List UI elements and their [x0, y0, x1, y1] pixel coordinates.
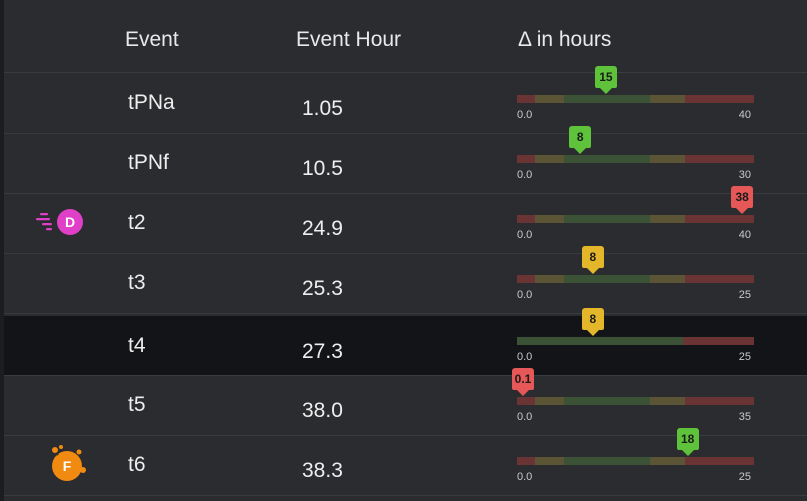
gauge-segment-yellow — [649, 215, 686, 223]
gauge-min-label: 0.0 — [517, 169, 533, 181]
gauge-segment-yellow — [534, 95, 565, 103]
gauge-segment-yellow — [534, 215, 565, 223]
gauge-segment-green — [564, 215, 650, 223]
delta-marker: 18 — [676, 428, 699, 450]
gauge-segment-yellow — [649, 275, 686, 283]
gauge-segment-red — [517, 215, 535, 223]
gauge-max-label: 25 — [738, 471, 751, 483]
table-row[interactable]: tPNa 1.05 0.0 40 15 — [4, 66, 807, 134]
gauge-segment-red — [517, 95, 535, 103]
gauge-segment-green — [564, 155, 650, 163]
column-header-event-hour[interactable]: Event Hour — [296, 28, 402, 51]
gauge-segment-red — [685, 95, 754, 103]
gauge-track — [517, 337, 754, 345]
event-name: t6 — [128, 453, 146, 476]
gauge-max-label: 25 — [738, 289, 751, 301]
event-hour-value: 10.5 — [302, 157, 343, 180]
event-hour-value: 27.3 — [302, 340, 343, 363]
gauge-segment-green — [564, 457, 650, 465]
gauge-min-label: 0.0 — [517, 289, 533, 301]
gauge-min-label: 0.0 — [517, 109, 533, 121]
gauge-max-label: 40 — [738, 109, 751, 121]
gauge-min-label: 0.0 — [517, 351, 533, 363]
gauge-segment-green — [564, 397, 650, 405]
event-hour-value: 38.0 — [302, 399, 343, 422]
gauge-segment-yellow — [534, 275, 565, 283]
table-row[interactable]: t4 27.3 0.0 25 8 — [4, 308, 807, 376]
event-hour-value: 25.3 — [302, 277, 343, 300]
column-header-delta[interactable]: Δ in hours — [518, 28, 612, 51]
gauge-segment-red — [517, 275, 535, 283]
gauge-track — [517, 155, 754, 163]
gauge-min-label: 0.0 — [517, 229, 533, 241]
delta-gauge: 0.0 30 8 — [517, 126, 754, 191]
event-name: t4 — [128, 334, 146, 357]
event-hour-value: 1.05 — [302, 97, 343, 120]
gauge-segment-red — [517, 155, 535, 163]
gauge-max-label: 30 — [738, 169, 751, 181]
gauge-track — [517, 95, 754, 103]
gauge-segment-red — [685, 215, 754, 223]
gauge-segment-yellow — [649, 397, 686, 405]
gauge-segment-green — [564, 95, 650, 103]
gauge-max-label: 40 — [738, 229, 751, 241]
event-hour-value: 24.9 — [302, 217, 343, 240]
delta-gauge: 0.0 25 18 — [517, 428, 754, 493]
svg-text:D: D — [65, 214, 75, 230]
gauge-segment-yellow — [649, 457, 686, 465]
delta-gauge: 0.0 25 8 — [517, 246, 754, 311]
gauge-track — [517, 215, 754, 223]
gauge-segment-yellow — [534, 397, 565, 405]
table-row[interactable]: t5 38.0 0.0 35 0.1 — [4, 368, 807, 436]
gauge-segment-yellow — [649, 155, 686, 163]
delta-gauge: 0.0 25 8 — [517, 308, 754, 373]
column-header-event[interactable]: Event — [125, 28, 179, 51]
gauge-segment-green — [564, 275, 650, 283]
delta-gauge: 0.0 35 0.1 — [512, 368, 754, 433]
gauge-min-label: 0.0 — [517, 411, 533, 423]
delta-marker: 0.1 — [512, 368, 534, 390]
delta-marker: 38 — [731, 186, 754, 208]
table-row[interactable]: tPNf 10.5 0.0 30 8 — [4, 126, 807, 194]
event-name: t2 — [128, 211, 146, 234]
delta-marker: 8 — [569, 126, 592, 148]
gauge-segment-red — [685, 457, 754, 465]
gauge-segment-red — [682, 337, 754, 345]
gauge-max-label: 35 — [738, 411, 751, 423]
table-header: Event Event Hour Δ in hours — [4, 0, 807, 73]
delta-marker: 8 — [581, 308, 604, 330]
event-name: t3 — [128, 271, 146, 294]
speed-d-badge-icon: D — [36, 207, 92, 242]
gauge-segment-yellow — [534, 457, 565, 465]
event-hour-value: 38.3 — [302, 459, 343, 482]
event-name: tPNa — [128, 91, 175, 114]
svg-text:F: F — [63, 458, 72, 474]
gauge-min-label: 0.0 — [517, 471, 533, 483]
event-name: t5 — [128, 393, 146, 416]
gauge-segment-green — [517, 337, 683, 345]
gauge-segment-yellow — [534, 155, 565, 163]
gauge-segment-red — [685, 397, 754, 405]
gauge-segment-red — [517, 457, 535, 465]
delta-marker: 15 — [594, 66, 617, 88]
gauge-track — [517, 275, 754, 283]
gauge-segment-yellow — [649, 95, 686, 103]
gauge-segment-red — [685, 155, 754, 163]
gauge-segment-red — [517, 397, 535, 405]
fragment-f-badge-icon: F — [49, 444, 89, 489]
table-row[interactable]: t3 25.3 0.0 25 8 — [4, 246, 807, 314]
gauge-track — [517, 397, 754, 405]
gauge-max-label: 25 — [738, 351, 751, 363]
delta-gauge: 0.0 40 15 — [517, 66, 754, 131]
event-table: Event Event Hour Δ in hours tPNa 1.05 0.0 4… — [4, 0, 807, 501]
delta-gauge: 0.0 40 38 — [517, 186, 754, 251]
gauge-track — [517, 457, 754, 465]
gauge-segment-red — [685, 275, 754, 283]
event-name: tPNf — [128, 151, 169, 174]
delta-marker: 8 — [581, 246, 604, 268]
